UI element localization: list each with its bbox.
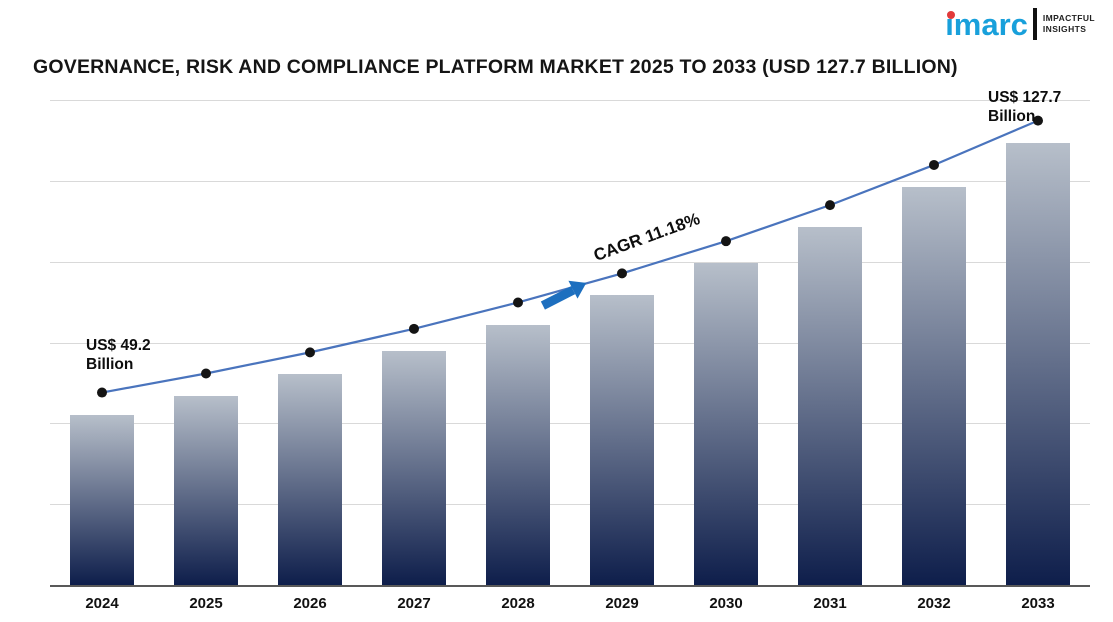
tagline-line1: IMPACTFUL: [1042, 13, 1095, 24]
x-axis-label: 2026: [293, 595, 327, 612]
bar-slot: [882, 100, 986, 585]
logo-tagline: IMPACTFUL INSIGHTS: [1043, 13, 1095, 34]
x-axis-label: 2031: [813, 595, 847, 612]
bar: [174, 395, 238, 585]
x-axis-label: 2027: [397, 595, 431, 612]
bar-slot: [362, 100, 466, 585]
bar-slot: [986, 100, 1090, 585]
start-value-line2: Billion: [86, 356, 134, 374]
start-value-line1: US$ 49.2: [86, 337, 151, 354]
bar: [798, 227, 862, 585]
gridline: [50, 504, 1090, 506]
gridline: [50, 423, 1090, 425]
tagline-line2: INSIGHTS: [1042, 24, 1087, 34]
x-axis-label: 2028: [501, 595, 535, 612]
bar-slot: [778, 100, 882, 585]
bar-slot: [154, 100, 258, 585]
end-value-line1: US$ 127.7: [988, 89, 1062, 106]
bar: [590, 295, 654, 585]
gridline: [50, 100, 1090, 101]
bar-slot: [258, 100, 362, 585]
plot-area: US$ 49.2 Billion US$ 127.7 Billion CAGR …: [50, 89, 1090, 587]
end-value-line2: Billion: [988, 108, 1036, 126]
start-value-label: US$ 49.2 Billion: [86, 336, 151, 375]
x-axis-label: 2025: [189, 595, 223, 612]
bar: [902, 186, 966, 585]
end-value-label: US$ 127.7 Billion: [988, 88, 1061, 127]
x-axis-label: 2033: [1021, 595, 1055, 612]
bar-slot: [50, 100, 154, 585]
logo-divider: [1032, 8, 1037, 40]
bar-slot: [570, 100, 674, 585]
x-axis-label: 2030: [709, 595, 743, 612]
page-title: GOVERNANCE, RISK AND COMPLIANCE PLATFORM…: [33, 56, 958, 78]
bar: [70, 414, 134, 585]
bar: [486, 324, 550, 585]
imarc-logo: imarc IMPACTFUL INSIGHTS: [945, 8, 1095, 40]
bars-row: [50, 100, 1090, 585]
x-axis-labels: 2024 2025 2026 2027 2028 2029 2030 2031 2032 2033: [50, 589, 1090, 617]
bar-slot: [674, 100, 778, 585]
bar: [1006, 142, 1070, 585]
bar-slot: [466, 100, 570, 585]
logo-red-dot-icon: [947, 10, 956, 19]
imarc-logo-text: imarc: [945, 9, 1028, 40]
x-axis-label: 2029: [605, 595, 639, 612]
brand-wordmark: imarc: [945, 6, 1028, 42]
x-axis-label: 2024: [85, 595, 119, 612]
bar: [382, 350, 446, 585]
bar: [694, 263, 758, 585]
x-axis-label: 2032: [917, 595, 951, 612]
bar: [278, 374, 342, 585]
